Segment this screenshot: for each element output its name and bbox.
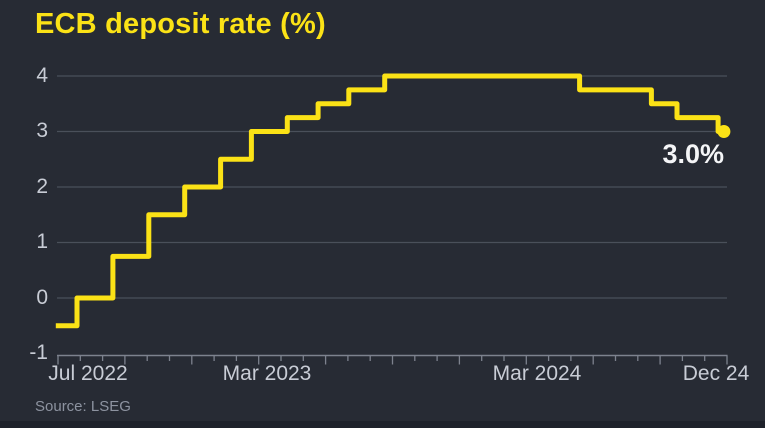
y-axis-tick-label: 1 <box>36 230 48 253</box>
x-axis-tick-label: Mar 2024 <box>492 362 582 385</box>
y-axis-tick-label: 0 <box>36 286 48 309</box>
gridlines <box>57 75 727 299</box>
source-note: Source: LSEG <box>35 398 131 415</box>
chart-title: ECB deposit rate (%) <box>35 8 326 40</box>
bottom-edge-strip <box>0 421 765 428</box>
rate-step-line <box>55 73 724 329</box>
y-axis-tick-label: 2 <box>36 175 48 198</box>
x-axis-tick-label: Mar 2023 <box>222 362 312 385</box>
y-axis-tick-label: 3 <box>36 119 48 142</box>
latest-value-label: 3.0% <box>662 139 724 169</box>
y-axis-tick-label: 4 <box>36 64 48 87</box>
end-point-marker <box>717 125 731 138</box>
x-axis-ticks <box>57 355 728 365</box>
y-axis-tick-label: -1 <box>29 341 48 364</box>
x-axis-tick-label: Dec 24 <box>682 362 750 385</box>
x-axis-tick-label: Jul 2022 <box>48 362 128 385</box>
